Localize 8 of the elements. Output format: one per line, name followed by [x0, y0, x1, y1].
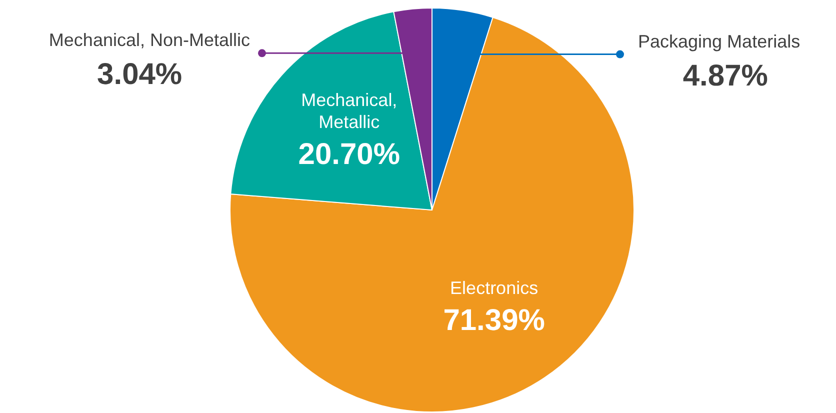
slice-label: Packaging Materials — [638, 31, 800, 52]
data-label: 4.87% — [682, 59, 768, 92]
slice-label: Mechanical, Non-Metallic — [48, 30, 250, 50]
data-label: 71.39% — [443, 304, 545, 338]
data-label: 3.04% — [97, 58, 182, 92]
data-label: 20.70% — [298, 138, 400, 171]
slice-label: Electronics — [450, 278, 538, 298]
slice-label: Mechanical, Metallic — [301, 90, 398, 132]
